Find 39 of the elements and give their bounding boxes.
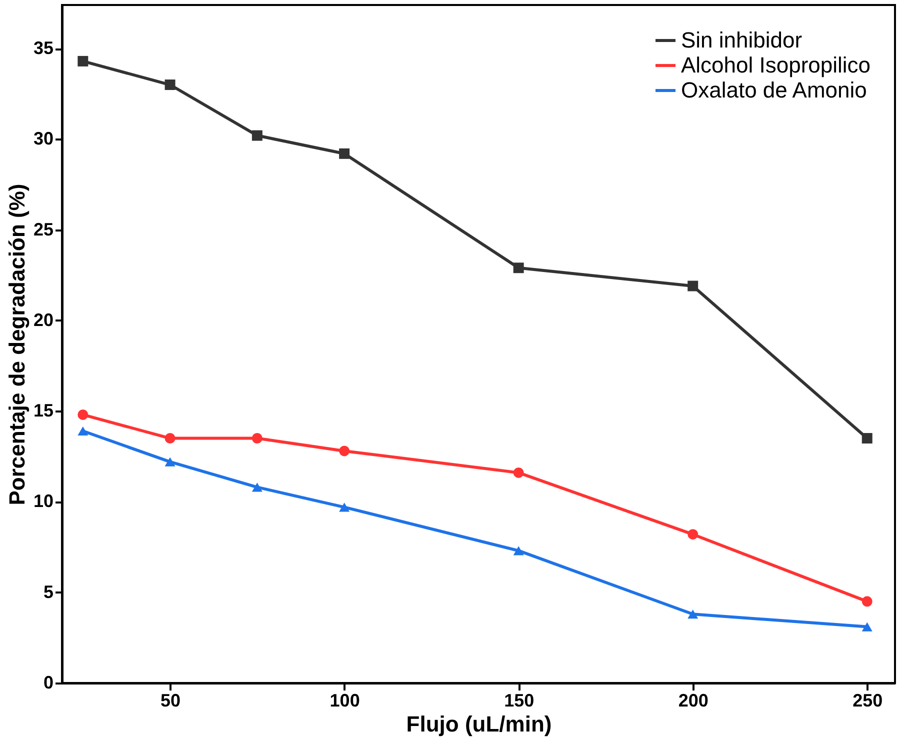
point bbox=[252, 482, 262, 492]
legend-label: Sin inhibidor bbox=[681, 28, 802, 52]
x-axis-title: Flujo (uL/min) bbox=[406, 712, 552, 736]
y-tick-label: 0 bbox=[43, 672, 54, 692]
x-tick-label: 200 bbox=[678, 690, 708, 710]
y-tick-label: 20 bbox=[33, 310, 54, 330]
point bbox=[339, 502, 350, 512]
y-tick-label: 10 bbox=[33, 491, 54, 512]
point bbox=[862, 622, 872, 632]
y-tick-label: 35 bbox=[33, 38, 54, 58]
x-tick-label: 150 bbox=[504, 690, 534, 710]
y-axis-title: Porcentaje de degradación (%) bbox=[4, 184, 30, 506]
point bbox=[513, 546, 524, 556]
point bbox=[339, 446, 350, 456]
y-tick-label: 5 bbox=[43, 582, 54, 602]
point bbox=[164, 80, 176, 90]
point bbox=[78, 56, 88, 66]
x-tick-label: 50 bbox=[160, 690, 181, 710]
point bbox=[688, 610, 698, 619]
legend-label: Alcohol Isopropilico bbox=[681, 52, 871, 78]
point bbox=[252, 130, 262, 141]
x-tick-label: 100 bbox=[330, 690, 360, 710]
y-tick-label: 30 bbox=[33, 128, 54, 149]
point bbox=[513, 262, 524, 274]
point bbox=[688, 529, 698, 540]
point bbox=[78, 426, 88, 436]
point bbox=[688, 280, 698, 292]
point bbox=[78, 409, 88, 420]
point bbox=[513, 467, 524, 478]
point bbox=[339, 148, 350, 159]
point bbox=[862, 596, 872, 607]
point bbox=[252, 433, 262, 444]
point bbox=[862, 433, 872, 444]
x-tick-label: 250 bbox=[852, 690, 883, 710]
point bbox=[164, 433, 176, 444]
y-tick-label: 15 bbox=[33, 400, 54, 421]
y-tick-label: 25 bbox=[33, 219, 54, 240]
legend-label: Oxalato de Amonio bbox=[681, 78, 867, 102]
point bbox=[164, 457, 176, 466]
